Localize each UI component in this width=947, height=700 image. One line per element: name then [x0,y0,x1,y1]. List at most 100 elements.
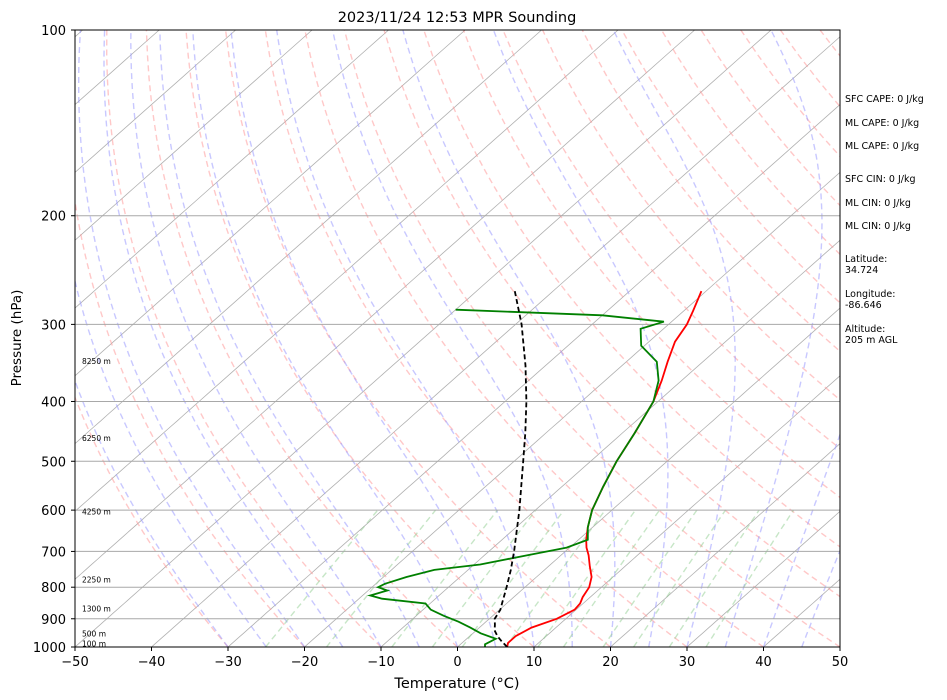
moist-adiabat-line [78,30,306,647]
isotherm-line [686,510,840,647]
annotation-text: SFC CAPE: 0 J/kg [845,94,924,105]
height-label: 8250 m [82,357,111,366]
x-axis-label: Temperature (°C) [393,676,519,692]
annotation-line: 34.724 [845,265,878,276]
moist-adiabat-line [103,30,344,647]
annotation-text: SFC CIN: 0 J/kg [845,174,916,185]
isotherm-line [75,30,695,580]
x-tick-label: 20 [602,655,619,670]
annotation-line: ML CIN: 0 J/kg [845,198,911,209]
x-tick-label: 10 [526,655,543,670]
y-tick-label: 100 [41,24,66,39]
annotation-text: ML CIN: 0 J/kg [845,198,911,209]
annotation-line: ML CAPE: 0 J/kg [845,118,919,129]
moist-adiabat-line [130,30,382,647]
annotation-text: ML CAPE: 0 J/kg [845,141,919,152]
x-axis-ticks: −50 −40 −30 −20 −10 0 10 20 30 40 50 [61,647,848,670]
moist-adiabat-line [762,432,840,647]
y-tick-label: 500 [41,455,66,470]
isotherm-line [227,104,840,647]
y-tick-label: 700 [41,545,66,560]
height-label: 500 m [82,630,106,639]
dry-adiabat-line [75,197,306,647]
isotherm-line [75,30,619,512]
dry-adiabat-line [304,30,764,647]
sounding-profiles [367,290,703,647]
dry-adiabat-line [462,30,840,499]
annotation-text: Latitude: 34.724 [845,254,887,276]
isobar-grid [75,215,840,620]
moist-adiabat-line [724,30,823,647]
height-label: 6250 m [82,434,111,443]
y-tick-label: 400 [41,395,66,410]
mixing-ratio-line [265,509,379,647]
annotation-text: Longitude: -86.646 [845,289,895,311]
annotation-line: Longitude: [845,289,895,300]
x-tick-label: 30 [679,655,696,670]
height-label: 1300 m [82,605,111,614]
temperature-line [506,290,703,647]
x-tick-label: −40 [138,655,165,670]
y-tick-label: 900 [41,613,66,628]
height-label: 4250 m [82,507,111,516]
isotherm-line [763,578,840,647]
isotherm-line [151,36,840,647]
isotherm-line [457,307,840,647]
annotation-line: ML CAPE: 0 J/kg [845,141,919,152]
annotation-line: -86.646 [845,300,882,311]
x-tick-label: 40 [755,655,772,670]
y-tick-label: 600 [41,504,66,519]
dry-adiabat-line [224,30,611,647]
dry-adiabat-line [423,30,840,548]
y-tick-label: 800 [41,581,66,596]
x-tick-label: −10 [367,655,394,670]
x-tick-label: −50 [61,655,88,670]
height-label: 2250 m [82,575,111,584]
isotherm-line [75,30,542,445]
dry-adiabat-line [145,30,458,647]
isotherm-line [533,375,840,647]
annotation-line: SFC CAPE: 0 J/kg [845,94,924,105]
y-tick-label: 300 [41,318,66,333]
moist-adiabat-line [75,278,267,647]
parcel-line [493,290,528,647]
y-tick-label: 1000 [33,641,66,656]
mixing-ratio-line [325,509,437,647]
dry-adiabat-line [343,30,840,647]
moist-adiabat-line [402,30,616,647]
dry-adiabat-line [383,30,840,598]
x-tick-label: 0 [453,655,461,670]
isotherm-line [75,30,466,377]
annotation-line: Altitude: [845,324,885,335]
isotherm-line [75,30,772,647]
dry-adiabat-line [264,30,688,647]
dewpoint-line [367,308,665,647]
annotation-line: Latitude: [845,254,887,265]
annotation-line: ML CIN: 0 J/kg [845,221,911,232]
annotation-line: 205 m AGL [845,335,898,346]
isotherm-line [75,30,389,309]
chart-title: 2023/11/24 12:53 MPR Sounding [338,10,577,26]
moist-adiabat-line [192,30,459,647]
dry-adiabat-line [105,30,382,647]
isotherm-line [304,171,840,647]
moist-adiabat-line [492,30,669,647]
isotherm-line [380,239,840,647]
dry-adiabat-line [75,395,229,647]
annotation-line: SFC CIN: 0 J/kg [845,174,916,185]
x-tick-label: −30 [214,655,241,670]
x-tick-label: 50 [832,655,849,670]
sounding-annotations: SFC CAPE: 0 J/kg ML CAPE: 0 J/kg ML CAPE: … [845,94,924,346]
moist-adiabat-line [276,30,535,647]
moist-adiabat-line [331,30,573,647]
annotation-text: ML CIN: 0 J/kg [845,221,911,232]
height-label: 100 m [82,639,106,648]
background-lines [75,30,840,647]
dry-adiabat-line [185,30,535,647]
annotation-text: ML CAPE: 0 J/kg [845,118,919,129]
moist-adiabat-line [75,378,229,647]
annotation-text: Altitude: 205 m AGL [845,324,898,346]
